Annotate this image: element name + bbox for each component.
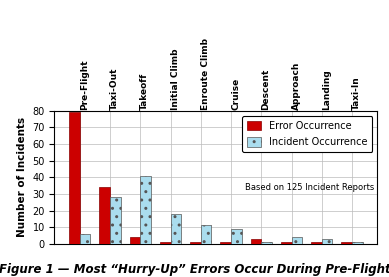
Bar — [201, 225, 211, 244]
Bar — [80, 234, 90, 244]
Legend: Error Occurrence, Incident Occurrence: Error Occurrence, Incident Occurrence — [242, 116, 373, 152]
Bar — [251, 239, 261, 244]
Bar — [160, 242, 170, 244]
Bar — [100, 187, 110, 244]
Bar — [281, 242, 291, 244]
Text: Based on 125 Incident Reports: Based on 125 Incident Reports — [245, 183, 374, 192]
Bar — [69, 112, 80, 244]
Text: Approach: Approach — [291, 61, 301, 110]
Bar — [221, 242, 231, 244]
Y-axis label: Number of Incidents: Number of Incidents — [17, 117, 27, 237]
Bar — [231, 229, 242, 244]
Text: Taxi-Out: Taxi-Out — [110, 68, 119, 110]
Text: Enroute Climb: Enroute Climb — [201, 38, 210, 110]
Bar — [130, 237, 140, 244]
Text: Pre-Flight: Pre-Flight — [80, 59, 89, 110]
Bar — [170, 214, 181, 244]
Bar — [291, 237, 302, 244]
Text: Cruise: Cruise — [231, 78, 240, 110]
Text: Taxi-In: Taxi-In — [352, 76, 361, 110]
Bar — [322, 239, 332, 244]
Text: Takeoff: Takeoff — [140, 73, 149, 110]
Bar — [261, 242, 272, 244]
Text: Initial Climb: Initial Climb — [170, 48, 179, 110]
Bar — [352, 242, 363, 244]
Bar — [190, 242, 201, 244]
Bar — [110, 197, 121, 244]
Bar — [311, 242, 322, 244]
Bar — [140, 176, 151, 244]
Text: Figure 1 — Most “Hurry-Up” Errors Occur During Pre-Flight: Figure 1 — Most “Hurry-Up” Errors Occur … — [0, 263, 389, 276]
Text: Descent: Descent — [261, 69, 270, 110]
Bar — [342, 242, 352, 244]
Text: Landing: Landing — [322, 69, 331, 110]
